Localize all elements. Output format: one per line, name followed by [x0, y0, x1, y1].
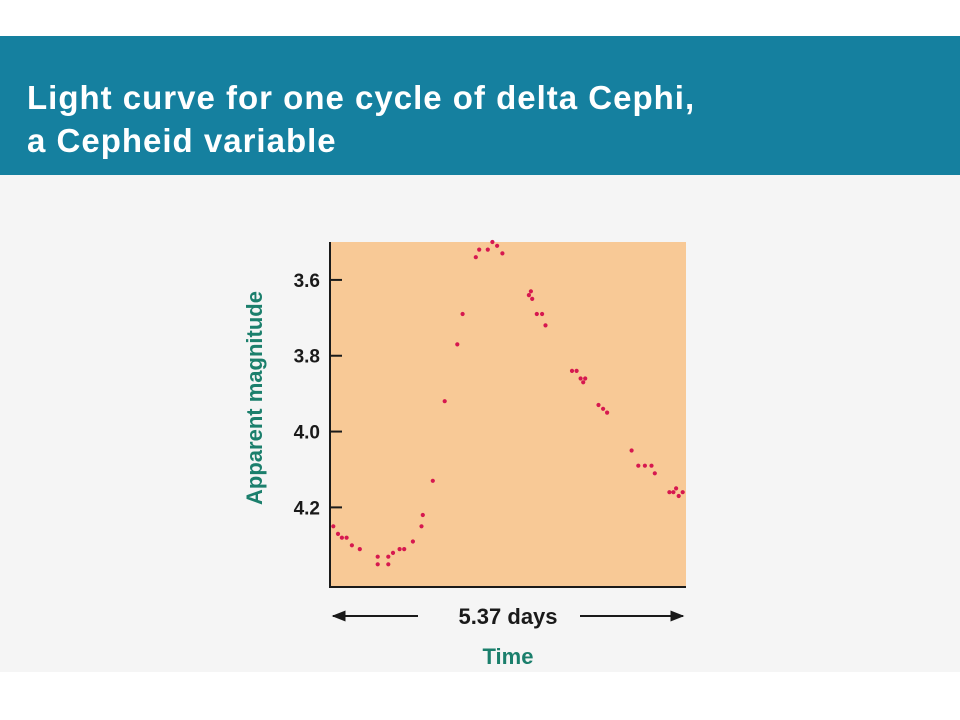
- data-point: [420, 512, 425, 518]
- data-point: [357, 547, 362, 552]
- title-line-1: Light curve for one cycle of delta Cephi…: [27, 79, 696, 116]
- time-span-label: 5.37 days: [458, 604, 557, 629]
- data-point: [490, 239, 495, 245]
- data-point: [442, 399, 447, 404]
- y-tick-label: 3.6: [294, 271, 320, 292]
- data-point: [649, 463, 654, 468]
- data-point: [596, 402, 601, 408]
- y-tick-label: 4.0: [294, 423, 320, 444]
- data-point: [636, 463, 641, 468]
- page-title: Light curve for one cycle of delta Cephi…: [27, 76, 927, 162]
- data-point: [671, 490, 676, 495]
- x-axis-title: Time: [483, 644, 534, 669]
- data-point: [375, 562, 380, 567]
- data-point: [583, 376, 588, 381]
- data-point: [344, 535, 349, 540]
- data-point: [375, 554, 380, 559]
- data-point: [642, 463, 648, 468]
- data-point: [339, 535, 344, 540]
- y-axis-title: Apparent magnitude: [242, 291, 267, 505]
- data-point: [605, 410, 610, 415]
- data-point: [652, 471, 657, 476]
- data-point: [460, 311, 465, 317]
- data-point: [419, 524, 424, 529]
- y-tick-label: 3.8: [294, 347, 320, 368]
- data-point: [578, 376, 583, 381]
- data-point: [495, 243, 500, 248]
- data-point: [540, 311, 545, 317]
- data-point: [574, 368, 579, 373]
- data-point: [581, 380, 586, 385]
- data-points: [331, 239, 685, 567]
- data-point: [386, 562, 391, 567]
- data-point: [629, 448, 634, 453]
- plot-area: [330, 242, 686, 587]
- data-point: [402, 547, 407, 552]
- y-axis-ticks: 3.6 3.8 4.0 4.2: [294, 271, 342, 519]
- data-point: [543, 323, 548, 328]
- data-point: [473, 255, 478, 260]
- data-point: [349, 543, 354, 548]
- data-point: [386, 554, 391, 559]
- data-point: [500, 251, 505, 256]
- data-point: [335, 531, 341, 537]
- data-point: [390, 550, 396, 556]
- data-point: [530, 296, 535, 301]
- data-point: [676, 493, 681, 499]
- data-point: [477, 247, 482, 252]
- data-point: [410, 539, 415, 544]
- data-point: [680, 490, 685, 495]
- data-point: [455, 342, 460, 347]
- y-tick-label: 4.2: [294, 498, 320, 519]
- data-point: [667, 490, 672, 495]
- title-banner: [0, 36, 960, 175]
- title-line-2: a Cepheid variable: [27, 122, 337, 159]
- data-point: [397, 547, 402, 552]
- data-point: [430, 478, 435, 483]
- data-point: [526, 293, 532, 298]
- data-point: [485, 247, 490, 252]
- data-point: [569, 368, 575, 373]
- data-point: [331, 524, 336, 529]
- data-point: [528, 289, 534, 294]
- data-point: [534, 311, 539, 317]
- data-point: [601, 406, 606, 411]
- data-point: [674, 486, 679, 491]
